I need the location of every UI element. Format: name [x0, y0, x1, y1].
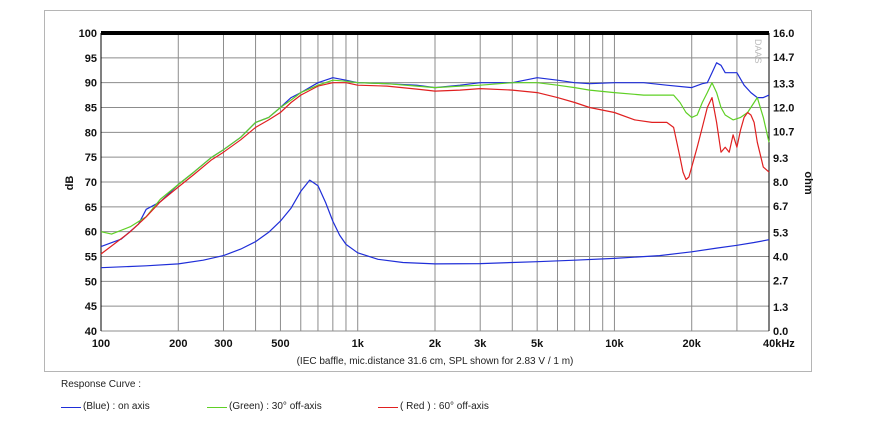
legend-line-blue: [61, 407, 81, 408]
x-tick-label: 20k: [683, 338, 702, 350]
y-left-tick-label: 75: [85, 152, 97, 164]
x-tick-label: 2k: [429, 338, 442, 350]
y-right-tick-label: 13.3: [773, 78, 794, 90]
y-left-tick-label: 55: [85, 252, 97, 264]
y-left-tick-label: 100: [79, 28, 97, 40]
y-right-tick-label: 9.3: [773, 153, 788, 165]
curve-impedance: [100, 179, 770, 269]
curve-60-off-axis: [100, 82, 770, 255]
plot-top-border: [101, 31, 769, 35]
chart-frame: 100 200 300 500 1k 2k 3k 5k 10k 20k 40kHz 100 95 90 85…: [44, 10, 813, 372]
y-right-tick-label: 16.0: [773, 28, 794, 40]
y-right-axis-title: ohm: [802, 171, 813, 194]
chart-caption: (IEC baffle, mic.distance 31.6 cm, SPL s…: [297, 356, 574, 367]
y-left-tick-label: 50: [85, 276, 97, 288]
y-right-tick-label: 12.0: [773, 103, 794, 115]
y-right-tick-label: 10.7: [773, 127, 794, 139]
y-right-tick-label: 6.7: [773, 201, 788, 213]
grid: [100, 31, 770, 332]
x-tick-label: 200: [169, 338, 187, 350]
y-left-tick-label: 85: [85, 103, 97, 115]
x-tick-label: 40kHz: [763, 338, 795, 350]
y-left-tick-label: 65: [85, 202, 97, 214]
legend-label-green: (Green) : 30° off-axis: [229, 401, 322, 412]
y-left-tick-label: 45: [85, 301, 97, 313]
y-right-tick-label: 8.0: [773, 177, 788, 189]
legend-line-red: [378, 407, 398, 408]
y-left-tick-label: 70: [85, 177, 97, 189]
y-left-tick-label: 40: [85, 326, 97, 338]
y-right-tick-label: 0.0: [773, 326, 788, 338]
curves: [100, 62, 770, 269]
x-tick-label: 100: [92, 338, 110, 350]
frequency-response-chart: 100 200 300 500 1k 2k 3k 5k 10k 20k 40kHz 100 95 90 85…: [64, 28, 813, 367]
y-left-tick-label: 90: [85, 78, 97, 90]
legend-title: Response Curve :: [61, 379, 142, 390]
curve-30-off-axis: [100, 79, 770, 235]
axis-labels: 100 200 300 500 1k 2k 3k 5k 10k 20k 40kHz 100 95 90 85…: [64, 28, 813, 367]
y-left-axis-title: dB: [64, 176, 76, 191]
x-tick-label: 300: [214, 338, 232, 350]
y-left-tick-label: 95: [85, 53, 97, 65]
legend-line-green: [207, 407, 227, 408]
x-tick-label: 1k: [352, 338, 365, 350]
x-tick-label: 3k: [474, 338, 487, 350]
y-right-tick-label: 1.3: [773, 302, 788, 314]
legend-label-red: ( Red ) : 60° off-axis: [400, 401, 489, 412]
y-right-tick-label: 5.3: [773, 227, 788, 239]
y-left-tick-label: 60: [85, 227, 97, 239]
y-right-tick-label: 4.0: [773, 252, 788, 264]
y-right-tick-label: 14.7: [773, 52, 794, 64]
y-right-tick-label: 2.7: [773, 276, 788, 288]
x-tick-label: 500: [271, 338, 289, 350]
watermark: DAAS: [753, 39, 763, 64]
y-left-tick-label: 80: [85, 127, 97, 139]
legend-label-blue: (Blue) : on axis: [83, 401, 150, 412]
x-tick-label: 5k: [531, 338, 544, 350]
x-tick-label: 10k: [605, 338, 624, 350]
